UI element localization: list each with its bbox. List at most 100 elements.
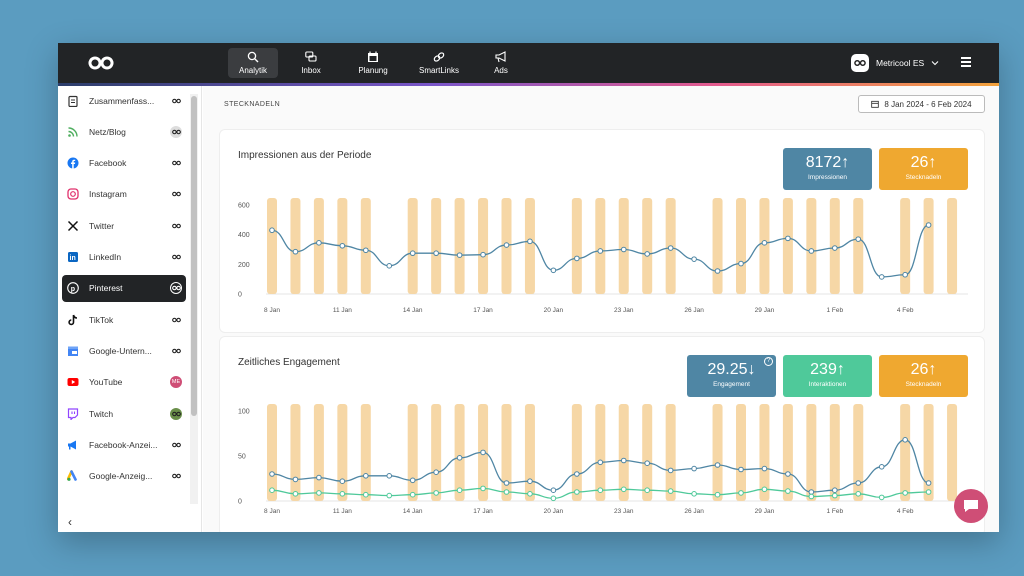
pin-bar[interactable] [478,198,489,294]
nav-ads[interactable]: Ads [476,48,526,78]
data-point[interactable] [574,255,580,262]
pin-bar[interactable] [782,404,793,501]
data-point[interactable] [550,495,557,502]
data-point[interactable] [785,235,791,242]
sidebar-item-facebook[interactable]: Facebook [62,150,186,177]
data-point[interactable] [808,248,815,254]
data-point[interactable] [574,489,580,495]
account-switcher[interactable]: Metricool ES [851,54,939,72]
data-point[interactable] [480,251,486,258]
data-point[interactable] [761,486,768,493]
pin-bar[interactable] [595,404,606,501]
data-point[interactable] [714,268,721,274]
data-point[interactable] [808,489,815,495]
collapse-sidebar-icon[interactable]: ‹ [68,515,72,529]
pin-bar[interactable] [947,198,958,294]
kpi-interaktionen[interactable]: 239↑ Interaktionen [783,355,872,397]
pin-bar[interactable] [806,404,817,501]
data-point[interactable] [855,236,862,242]
data-point[interactable] [878,464,885,470]
data-point[interactable] [925,222,932,228]
kpi-stecknadeln[interactable]: 26↑ Stecknadeln [879,355,968,397]
data-point[interactable] [644,487,651,493]
pin-bar[interactable] [290,198,301,294]
data-point[interactable] [691,465,697,472]
pin-bar[interactable] [900,198,911,294]
pin-bar[interactable] [407,198,418,294]
data-point[interactable] [667,488,674,494]
sidebar-scrollbar[interactable] [190,94,198,504]
sidebar-item-linkedin[interactable]: in LinkedIn [62,244,186,271]
pin-bar[interactable] [313,404,324,501]
data-point[interactable] [714,462,721,468]
data-point[interactable] [620,246,627,253]
pin-bar[interactable] [642,198,653,294]
pin-bar[interactable] [524,198,535,294]
nav-smartlinks[interactable]: SmartLinks [410,48,468,78]
data-point[interactable] [363,473,369,479]
data-point[interactable] [433,469,439,475]
pin-bar[interactable] [454,198,465,294]
data-point[interactable] [785,488,791,494]
sidebar-item-youtube[interactable]: YouTube ME [62,369,186,396]
data-point[interactable] [902,271,908,278]
pin-bar[interactable] [407,404,418,501]
data-point[interactable] [550,267,557,274]
data-point[interactable] [691,256,697,262]
data-point[interactable] [456,487,463,493]
data-point[interactable] [597,487,604,493]
data-point[interactable] [503,489,510,495]
sidebar-item-netz-blog[interactable]: Netz/Blog [62,118,186,145]
pin-bar[interactable] [501,404,512,501]
pin-bar[interactable] [454,404,465,501]
pin-bar[interactable] [947,404,958,501]
data-point[interactable] [292,491,299,497]
pin-bar[interactable] [313,198,324,294]
pin-bar[interactable] [431,198,442,294]
data-point[interactable] [738,260,744,267]
chat-button[interactable] [954,489,988,523]
data-point[interactable] [738,466,744,473]
sidebar-item-google-untern[interactable]: Google-Untern... [62,337,186,364]
data-point[interactable] [925,480,932,486]
data-point[interactable] [480,449,486,456]
data-point[interactable] [339,478,346,484]
data-point[interactable] [316,240,322,246]
data-point[interactable] [527,478,533,484]
data-point[interactable] [269,227,275,234]
kpi-stecknadeln[interactable]: 26↑ Stecknadeln [879,148,968,190]
data-point[interactable] [855,491,862,497]
data-point[interactable] [316,490,322,496]
data-point[interactable] [386,263,393,269]
sidebar-item-instagram[interactable]: Instagram [62,181,186,208]
pin-bar[interactable] [618,404,629,501]
data-point[interactable] [456,252,463,258]
data-point[interactable] [386,492,393,499]
data-point[interactable] [761,465,768,472]
nav-planning[interactable]: Planung [344,48,402,78]
data-point[interactable] [363,491,369,498]
data-point[interactable] [738,490,744,496]
data-point[interactable] [644,251,651,257]
pin-bar[interactable] [524,404,535,501]
data-point[interactable] [925,489,932,495]
data-point[interactable] [269,487,275,493]
data-point[interactable] [832,245,838,251]
sidebar-item-zusammenfass[interactable]: Zusammenfass... [62,87,186,114]
data-point[interactable] [691,491,697,497]
data-point[interactable] [386,473,393,479]
nav-analytics[interactable]: Analytik [228,48,278,78]
data-point[interactable] [527,238,533,245]
sidebar-item-tiktok[interactable]: TikTok [62,306,186,333]
data-point[interactable] [433,250,439,257]
pin-bar[interactable] [360,198,371,294]
pin-bar[interactable] [290,404,301,501]
data-point[interactable] [456,455,463,461]
data-point[interactable] [269,471,275,477]
pin-bar[interactable] [782,198,793,294]
data-point[interactable] [503,480,510,486]
pin-bar[interactable] [923,404,934,501]
pin-bar[interactable] [853,198,864,294]
kpi-impressionen[interactable]: 8172↑ Impressionen [783,148,872,190]
data-point[interactable] [644,460,651,466]
